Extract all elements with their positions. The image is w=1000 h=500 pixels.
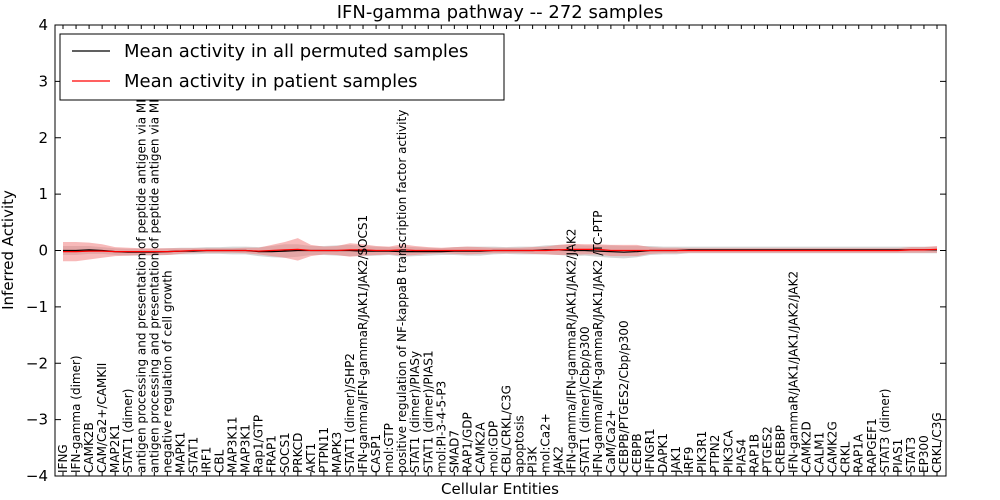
x-tick-label: EP300 bbox=[917, 435, 931, 473]
x-tick-label: CAM/Ca2+/CAMKII bbox=[95, 363, 109, 473]
legend-label-0: Mean activity in all permuted samples bbox=[124, 41, 468, 62]
x-tick-label: MAP3K1 bbox=[239, 424, 253, 473]
confidence-bands bbox=[63, 238, 937, 262]
x-tick-label: IFN-gamma/IFN-gammaR/JAK1/JAK2/SOCS1 bbox=[356, 215, 370, 473]
x-tick-label: STAT3 bbox=[904, 437, 918, 473]
y-tick-label: 4 bbox=[38, 16, 48, 34]
x-tick-label: STAT1 (dimer)/SHP2 bbox=[343, 353, 357, 473]
y-tick-label: 0 bbox=[38, 242, 48, 260]
x-axis-label: Cellular Entities bbox=[441, 480, 559, 498]
chart-title: IFN-gamma pathway -- 272 samples bbox=[337, 2, 664, 23]
legend-label-1: Mean activity in patient samples bbox=[124, 71, 418, 92]
x-tick-label: STAT1 (dimer) bbox=[121, 389, 135, 473]
x-tick-label: antigen processing and presentation of p… bbox=[134, 44, 148, 473]
legend: Mean activity in all permuted samples Mea… bbox=[59, 33, 505, 101]
series-line-1 bbox=[63, 248, 938, 253]
x-tick-label: JAK1 bbox=[669, 446, 683, 474]
x-tick-label: CAMK2B bbox=[82, 422, 96, 473]
x-tick-label: mol:GTP bbox=[382, 423, 396, 473]
x-tick-label: PTPN2 bbox=[708, 435, 722, 473]
x-tick-label: PIK3R1 bbox=[695, 431, 709, 473]
x-axis: IFNG IFN-gamma (dimer) CAMK2B CAM/Ca2+/CAMK… bbox=[56, 25, 944, 476]
x-tick-label: JAK2 bbox=[552, 446, 566, 474]
x-tick-label: PIAS4 bbox=[734, 439, 748, 473]
x-tick-label: CAMK2D bbox=[800, 421, 814, 473]
x-tick-label: CEBPB/PTGES2/Cbp/p300 bbox=[617, 320, 631, 473]
x-tick-label: RAP1B bbox=[747, 434, 761, 473]
x-tick-label: CRKL bbox=[839, 441, 853, 473]
x-tick-label: MAP2K1 bbox=[108, 424, 122, 473]
x-tick-label: STAT1 (dimer)/PIASy bbox=[408, 351, 422, 473]
y-tick-label: 3 bbox=[38, 72, 48, 90]
x-tick-label: SMAD7 bbox=[447, 430, 461, 473]
series-band-1 bbox=[63, 238, 937, 262]
x-tick-label: MAP3K11 bbox=[226, 416, 240, 473]
x-tick-label: positive regulation of NF-kappaB transcr… bbox=[395, 110, 409, 473]
x-tick-label: CBL/CRKL/C3G bbox=[500, 385, 514, 473]
y-axis: −4 −3 −2 −1 0 1 2 3 4 bbox=[26, 16, 946, 485]
x-tick-label: mol:GDP bbox=[487, 421, 501, 473]
x-tick-label: mol:PI-3-4-5-P3 bbox=[434, 381, 448, 473]
x-tick-label: CEBPB bbox=[630, 433, 644, 473]
x-tick-label: PTPN11 bbox=[317, 427, 331, 473]
y-tick-label: 2 bbox=[38, 129, 48, 147]
y-tick-label: −1 bbox=[26, 298, 48, 316]
y-tick-label: −2 bbox=[26, 354, 48, 372]
x-tick-label: CAMK2A bbox=[473, 422, 487, 473]
x-tick-label: MAPK1 bbox=[173, 432, 187, 473]
x-tick-label: IFNG bbox=[56, 444, 70, 473]
x-tick-label: mol:Ca2+ bbox=[539, 413, 553, 473]
x-tick-label: CBL bbox=[213, 449, 227, 473]
x-tick-label: FRAP1 bbox=[265, 435, 279, 473]
x-tick-label: IFN-gammaR/JAK1/JAK1/JAK2/JAK2 bbox=[787, 271, 801, 473]
x-tick-label: STAT1 (dimer)/Cbp/p300 bbox=[578, 326, 592, 473]
y-tick-label: −4 bbox=[26, 467, 48, 485]
x-tick-label: CaM/Ca2+ bbox=[604, 409, 618, 473]
x-tick-label: STAT1 (dimer)/PIAS1 bbox=[421, 350, 435, 473]
x-tick-label: DAPK1 bbox=[656, 433, 670, 473]
x-tick-label: MAPK3 bbox=[330, 432, 344, 473]
x-tick-label: RAP1/GDP bbox=[460, 412, 474, 473]
x-tick-label: IRF1 bbox=[200, 447, 214, 473]
x-tick-label: CASP1 bbox=[369, 434, 383, 473]
x-tick-label: RAP1A bbox=[852, 433, 866, 473]
x-tick-label: negative regulation of cell growth bbox=[160, 270, 174, 473]
x-tick-label: CRKL/C3G bbox=[930, 412, 944, 473]
x-tick-label: SOCS1 bbox=[278, 432, 292, 473]
x-tick-label: Rap1/GTP bbox=[252, 415, 266, 473]
x-tick-label: CREBBP bbox=[774, 425, 788, 473]
x-tick-label: IFN-gamma/IFN-gammaR/JAK1/JAK2/JAK2 bbox=[565, 228, 579, 473]
series-lines bbox=[63, 248, 938, 253]
x-tick-label: STAT1 bbox=[186, 437, 200, 473]
x-tick-label: apoptosis bbox=[513, 415, 527, 473]
y-tick-label: 1 bbox=[38, 185, 48, 203]
x-tick-label: IFNGR1 bbox=[643, 428, 657, 473]
x-tick-label: RAPGEF1 bbox=[865, 418, 879, 473]
x-tick-label: IFN-gamma (dimer) bbox=[69, 355, 83, 473]
x-tick-label: antigen processing and presentation of p… bbox=[147, 41, 161, 473]
y-axis-label: Inferred Activity bbox=[0, 190, 17, 310]
x-tick-label: STAT3 (dimer) bbox=[878, 389, 892, 473]
x-tick-label: AKT1 bbox=[304, 443, 318, 473]
x-tick-label: CAMK2G bbox=[826, 421, 840, 473]
y-tick-label: −3 bbox=[26, 411, 48, 429]
x-tick-label: PRKCD bbox=[291, 433, 305, 473]
x-tick-label: IRF9 bbox=[682, 447, 696, 473]
x-tick-label: PTGES2 bbox=[760, 426, 774, 473]
x-tick-label: CALM1 bbox=[813, 432, 827, 473]
x-tick-label: IFN-gamma/IFN-gammaR/JAK1/JAK2 /TC-PTP bbox=[591, 211, 605, 473]
x-tick-label: PIK3CA bbox=[721, 429, 735, 473]
x-tick-label: PIAS1 bbox=[891, 439, 905, 473]
x-tick-label: PI3K bbox=[526, 446, 540, 473]
legend-box bbox=[59, 33, 505, 101]
